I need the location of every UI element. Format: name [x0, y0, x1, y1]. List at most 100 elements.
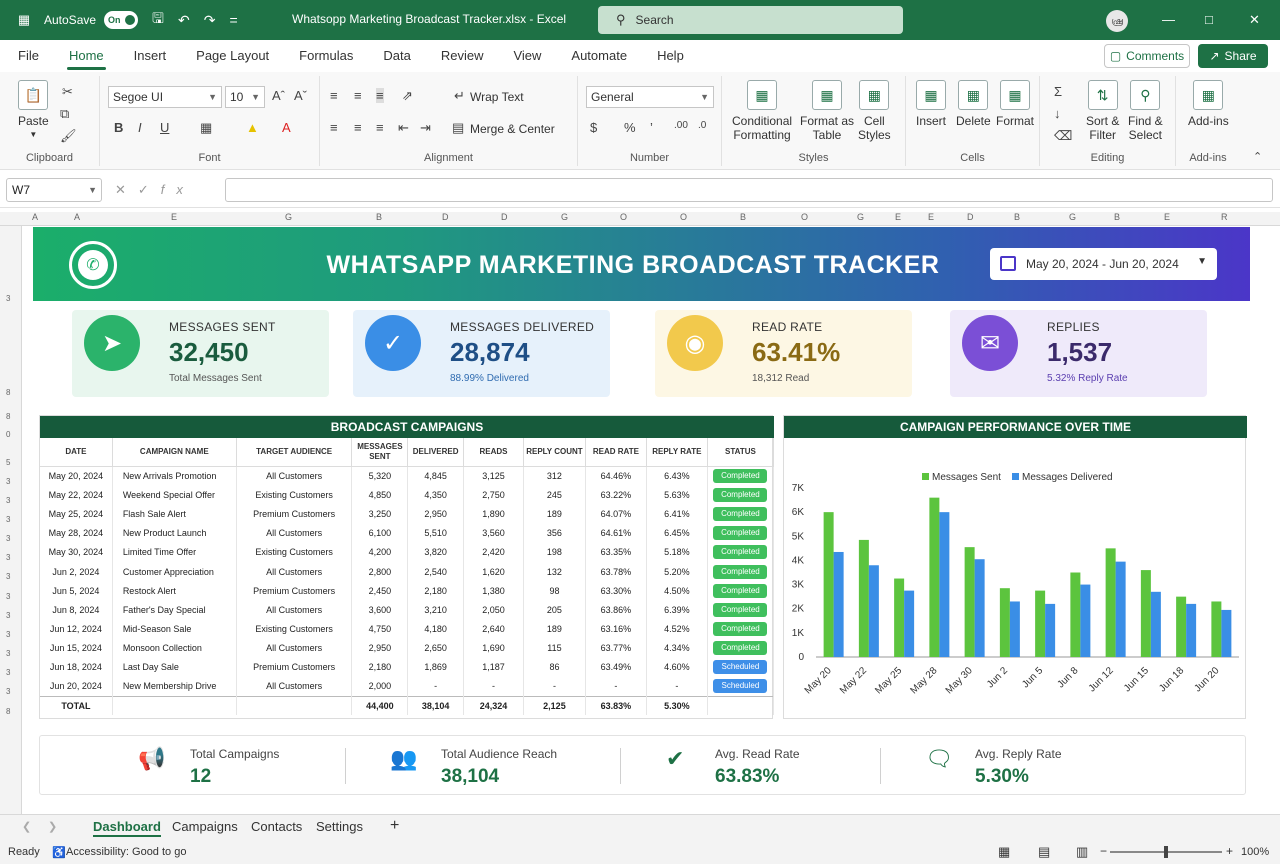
search-box[interactable]: ⚲ Search: [598, 6, 903, 34]
italic-icon[interactable]: I: [138, 120, 142, 135]
tab-file[interactable]: File: [18, 48, 39, 63]
wrap-text-button[interactable]: Wrap Text: [470, 90, 524, 104]
row-header-cell[interactable]: 8: [6, 707, 11, 716]
table-cell[interactable]: 4,350: [407, 485, 465, 505]
table-cell[interactable]: -: [646, 677, 708, 697]
table-row[interactable]: Jun 8, 2024 Father's Day Special All Custo…: [40, 600, 775, 620]
font-color-icon[interactable]: A: [282, 120, 291, 135]
table-cell[interactable]: New Product Launch: [112, 523, 237, 543]
table-row[interactable]: May 30, 2024 Limited Time Offer Existing C…: [40, 542, 775, 562]
column-header-cell[interactable]: D: [967, 212, 974, 222]
table-cell[interactable]: 2,640: [463, 619, 524, 639]
align-left-icon[interactable]: ≡: [330, 120, 338, 135]
table-cell[interactable]: 63.35%: [585, 542, 647, 562]
table-cell[interactable]: 4,750: [351, 619, 409, 639]
align-middle-icon[interactable]: ≡: [354, 88, 362, 103]
wrap-text-icon[interactable]: ↵: [454, 88, 465, 103]
format-as-table-button[interactable]: ▦ Format as Table: [800, 80, 854, 142]
column-header[interactable]: DELIVERED: [407, 438, 465, 467]
table-cell[interactable]: 1,869: [407, 657, 465, 678]
table-cell[interactable]: 63.86%: [585, 600, 647, 620]
table-cell[interactable]: All Customers: [236, 466, 353, 486]
table-cell[interactable]: Jun 5, 2024: [40, 581, 113, 601]
column-header-cell[interactable]: E: [1164, 212, 1171, 222]
column-header[interactable]: TARGET AUDIENCE: [236, 438, 353, 467]
status-cell[interactable]: Completed: [707, 504, 775, 524]
table-row[interactable]: May 22, 2024 Weekend Special Offer Existin…: [40, 485, 775, 505]
number-format-select[interactable]: General ▼: [586, 86, 714, 108]
table-cell[interactable]: 132: [523, 561, 586, 582]
row-header-cell[interactable]: 3: [6, 534, 11, 543]
table-row[interactable]: Jun 15, 2024 Monsoon Collection All Custom…: [40, 638, 775, 658]
table-cell[interactable]: 6.45%: [646, 523, 708, 543]
table-row[interactable]: May 20, 2024 New Arrivals Promotion All Cu…: [40, 466, 775, 486]
table-cell[interactable]: 205: [523, 600, 586, 620]
tab-review[interactable]: Review: [440, 48, 484, 63]
table-cell[interactable]: 63.22%: [585, 485, 647, 505]
cut-icon[interactable]: ✂: [62, 84, 73, 99]
table-cell[interactable]: Existing Customers: [236, 542, 353, 562]
row-header-cell[interactable]: 3: [6, 553, 11, 562]
table-cell[interactable]: 5.20%: [646, 561, 708, 582]
font-name-select[interactable]: Segoe UI ▼: [108, 86, 222, 108]
bold-icon[interactable]: B: [114, 120, 124, 135]
conditional-formatting-button[interactable]: ▦ Conditional Formatting: [732, 80, 792, 142]
orientation-icon[interactable]: ⇗: [402, 88, 413, 103]
autosave-toggle[interactable]: On: [104, 11, 139, 29]
table-cell[interactable]: Jun 8, 2024: [40, 600, 113, 620]
status-cell[interactable]: Scheduled: [707, 677, 775, 697]
column-header-cell[interactable]: G: [1069, 212, 1077, 222]
table-cell[interactable]: 63.49%: [585, 657, 647, 678]
column-header-cell[interactable]: E: [171, 212, 178, 222]
table-cell[interactable]: 4.50%: [646, 581, 708, 601]
sheet-next-icon[interactable]: ❯: [48, 821, 58, 833]
row-header-cell[interactable]: 3: [6, 611, 11, 620]
table-cell[interactable]: 6.43%: [646, 466, 708, 486]
column-header-cell[interactable]: D: [442, 212, 449, 222]
formula-icons[interactable]: ✕✓fx: [115, 182, 195, 197]
collapse-ribbon-icon[interactable]: ⌃: [1253, 151, 1263, 163]
table-row[interactable]: Jun 18, 2024 Last Day Sale Premium Custome…: [40, 657, 775, 678]
column-header-cell[interactable]: G: [561, 212, 569, 222]
column-header[interactable]: READS: [463, 438, 524, 467]
column-header-cell[interactable]: R: [1221, 212, 1228, 222]
status-cell[interactable]: Completed: [707, 466, 775, 486]
table-cell[interactable]: 3,820: [407, 542, 465, 562]
close-icon[interactable]: ✕: [1249, 12, 1260, 27]
sort-filter-button[interactable]: ⇅ Sort & Filter: [1086, 80, 1119, 142]
addins-button[interactable]: ▦ Add-ins: [1188, 80, 1229, 128]
row-header-cell[interactable]: 3: [6, 668, 11, 677]
table-cell[interactable]: 4,845: [407, 466, 465, 486]
table-cell[interactable]: 86: [523, 657, 586, 678]
table-cell[interactable]: 245: [523, 485, 586, 505]
date-range-picker[interactable]: May 20, 2024 - Jun 20, 2024 ▼: [990, 248, 1217, 280]
table-cell[interactable]: 64.61%: [585, 523, 647, 543]
clear-icon[interactable]: ⌫: [1054, 128, 1073, 143]
decrease-indent-icon[interactable]: ⇤: [398, 120, 409, 135]
comments-button[interactable]: ▢ Comments: [1104, 44, 1190, 68]
row-header-cell[interactable]: 0: [6, 430, 11, 439]
table-cell[interactable]: 3,600: [351, 600, 409, 620]
avatar[interactable]: ഷ്ര: [1106, 10, 1128, 32]
status-cell[interactable]: Scheduled: [707, 657, 775, 678]
table-cell[interactable]: 312: [523, 466, 586, 486]
table-cell[interactable]: Jun 2, 2024: [40, 561, 113, 582]
tab-insert[interactable]: Insert: [133, 48, 167, 63]
table-cell[interactable]: 3,125: [463, 466, 524, 486]
percent-icon[interactable]: %: [624, 120, 636, 135]
table-cell[interactable]: -: [463, 677, 524, 697]
row-header-cell[interactable]: 5: [6, 458, 11, 467]
table-cell[interactable]: 2,000: [351, 677, 409, 697]
table-cell[interactable]: 2,450: [351, 581, 409, 601]
column-header-cell[interactable]: B: [1114, 212, 1121, 222]
format-painter-icon[interactable]: 🖌: [60, 128, 77, 143]
autosum-icon[interactable]: Σ: [1054, 84, 1063, 99]
decrease-decimal-icon[interactable]: .0: [698, 120, 707, 131]
sheet-tab-contacts[interactable]: Contacts: [251, 819, 303, 834]
customize-toolbar-icon[interactable]: =: [229, 12, 238, 28]
table-cell[interactable]: 2,800: [351, 561, 409, 582]
table-cell[interactable]: 189: [523, 504, 586, 524]
row-header-cell[interactable]: 3: [6, 687, 11, 696]
save-icon[interactable]: 🖫: [152, 10, 164, 26]
minimize-icon[interactable]: —: [1162, 12, 1175, 27]
